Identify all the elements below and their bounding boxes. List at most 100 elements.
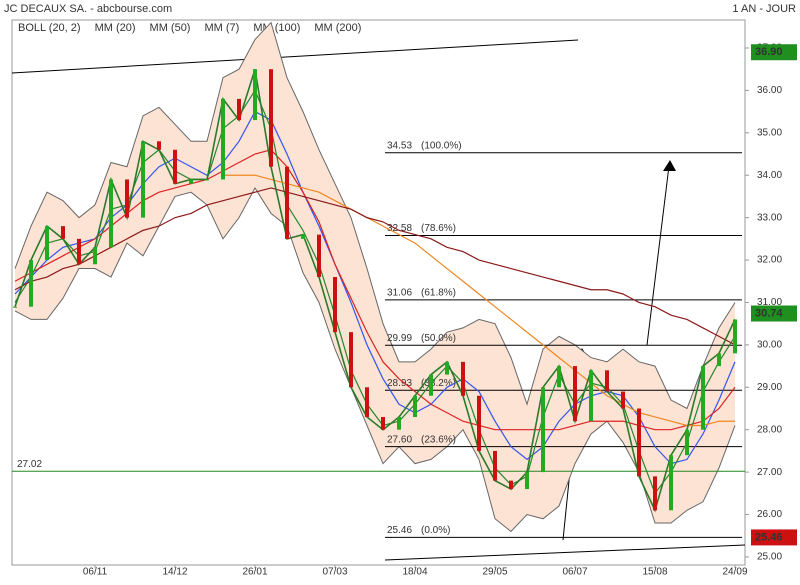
fib-ratio-label: (61.8%): [421, 288, 456, 299]
candle: [13, 306, 17, 308]
arrow-head: [663, 160, 676, 171]
fib-level-label: 34.53: [387, 140, 412, 151]
x-tick-label: 06/07: [562, 567, 587, 578]
candle: [413, 395, 417, 417]
candle: [621, 391, 625, 409]
candle: [685, 429, 689, 456]
candle: [637, 408, 641, 477]
moving-average: [14, 149, 736, 431]
y-tick-label: 27.00: [757, 467, 782, 478]
candle: [317, 234, 321, 278]
y-tick-label: 34.00: [757, 170, 782, 181]
bollinger-upper: [14, 21, 736, 410]
plot-frame: [11, 19, 746, 566]
candle: [493, 450, 497, 481]
trend-line: [384, 544, 746, 561]
candle: [93, 247, 97, 265]
fib-level-label: 28.93: [387, 378, 412, 389]
legend: BOLL (20, 2) MM (20) MM (50) MM (7) MM (100)…: [18, 22, 361, 34]
candle: [653, 476, 657, 511]
candle: [477, 395, 481, 451]
candle: [333, 277, 337, 333]
legend-entry: BOLL (20, 2): [18, 22, 81, 34]
candle: [173, 149, 177, 184]
fib-ratio-label: (23.6%): [421, 434, 456, 445]
price-badge-label: 30.74: [755, 307, 783, 319]
candle: [669, 455, 673, 511]
candle: [733, 319, 737, 354]
legend-entry: MM (50): [150, 22, 191, 34]
price-badge-label: 36.90: [755, 46, 783, 58]
y-tick-label: 29.00: [757, 382, 782, 393]
bollinger-lower: [14, 186, 736, 533]
x-tick-label: 29/05: [482, 567, 507, 578]
candle: [365, 387, 369, 417]
candle: [429, 374, 433, 396]
moving-average: [14, 187, 736, 346]
y-tick-label: 30.00: [757, 340, 782, 351]
legend-entry: MM (100): [253, 22, 300, 34]
candle: [125, 179, 129, 218]
y-tick-label: 36.00: [757, 85, 782, 96]
y-tick-label: 32.00: [757, 255, 782, 266]
candle: [45, 226, 49, 261]
fib-ratio-label: (78.6%): [421, 223, 456, 234]
candle: [253, 69, 257, 121]
candle: [701, 366, 705, 430]
legend-entry: MM (20): [95, 22, 136, 34]
x-tick-label: 18/04: [402, 567, 427, 578]
moving-average: [14, 110, 736, 465]
candle: [397, 416, 401, 430]
arrow-line: [646, 165, 670, 346]
fib-level-label: 27.60: [387, 434, 412, 445]
x-tick-label: 15/08: [642, 567, 667, 578]
candle: [77, 238, 81, 265]
fib-level-label: 31.06: [387, 288, 412, 299]
moving-average: [14, 89, 736, 495]
y-tick-label: 31.00: [757, 297, 782, 308]
candle: [237, 98, 241, 121]
candle: [541, 387, 545, 473]
support-label: 27.02: [17, 459, 42, 470]
fib-level-label: 32.58: [387, 223, 412, 234]
y-tick-label: 33.00: [757, 212, 782, 223]
candle: [301, 234, 305, 239]
candle: [109, 179, 113, 248]
candle: [157, 141, 161, 150]
candle: [349, 332, 353, 388]
legend-entry: MM (7): [204, 22, 239, 34]
bollinger-fill: [15, 22, 735, 532]
candle: [61, 226, 65, 239]
fib-ratio-label: (0.0%): [421, 525, 450, 536]
price-badge: [751, 529, 797, 546]
candle: [461, 361, 465, 396]
price-line: [14, 68, 736, 513]
x-tick-label: 14/12: [162, 567, 187, 578]
candle: [141, 141, 145, 218]
candle: [605, 370, 609, 392]
x-tick-label: 24/09: [722, 567, 747, 578]
x-tick-label: 26/01: [242, 567, 267, 578]
price-badge-label: 25.46: [755, 531, 783, 543]
candle: [573, 366, 577, 422]
fib-ratio-label: (38.2%): [421, 378, 456, 389]
fib-level-label: 25.46: [387, 525, 412, 536]
candle: [717, 353, 721, 367]
legend-entry: MM (200): [314, 22, 361, 34]
x-tick-label: 06/11: [83, 567, 108, 578]
candle: [525, 472, 529, 490]
candle: [189, 179, 193, 184]
fib-ratio-label: (100.0%): [421, 140, 462, 151]
candle: [29, 260, 33, 307]
fib-ratio-label: (50.0%): [421, 333, 456, 344]
chart-title: JC DECAUX SA. - abcbourse.com: [4, 3, 172, 15]
fib-level-label: 29.99: [387, 333, 412, 344]
moving-average: [223, 174, 735, 427]
candle: [445, 361, 449, 375]
candle: [381, 416, 385, 430]
y-tick-label: 25.00: [757, 552, 782, 563]
y-tick-label: 26.00: [757, 509, 782, 520]
price-badge: [751, 44, 797, 61]
